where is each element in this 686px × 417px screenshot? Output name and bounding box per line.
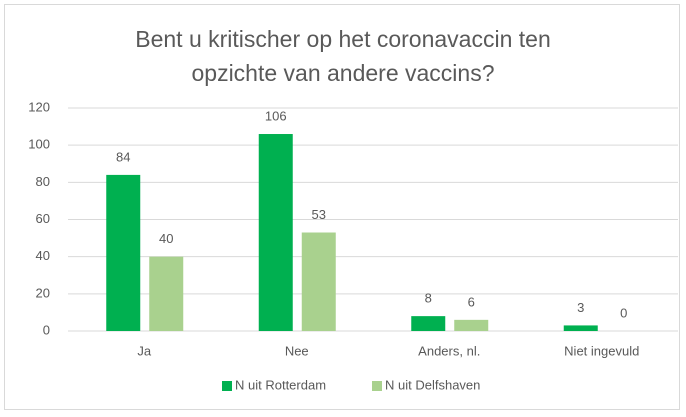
bar: [149, 256, 184, 331]
data-label: 106: [265, 108, 287, 123]
bar: [301, 232, 336, 331]
data-label: 53: [312, 207, 326, 222]
legend-swatch: [372, 381, 382, 391]
legend-swatch: [222, 381, 232, 391]
data-label: 8: [425, 291, 432, 306]
legend-label: N uit Delfshaven: [385, 377, 480, 392]
data-label: 0: [620, 305, 627, 320]
legend-label: N uit Rotterdam: [235, 377, 326, 392]
y-tick-label: 40: [36, 248, 50, 263]
data-label: 40: [159, 231, 173, 246]
x-tick-label: Nee: [285, 343, 309, 358]
y-tick-label: 0: [43, 322, 50, 337]
y-tick-label: 80: [36, 174, 50, 189]
x-tick-label: Anders, nl.: [418, 343, 480, 358]
bar: [563, 325, 598, 331]
x-tick-label: Niet ingevuld: [564, 343, 639, 358]
data-label: 84: [116, 149, 130, 164]
y-tick-label: 120: [28, 99, 50, 114]
bar: [411, 316, 446, 331]
bar: [454, 319, 489, 331]
x-tick-label: Ja: [137, 343, 152, 358]
bar: [258, 134, 293, 331]
y-tick-label: 60: [36, 211, 50, 226]
chart-title: Bent u kritischer op het coronavaccin te…: [135, 26, 551, 86]
y-tick-label: 100: [28, 137, 50, 152]
data-label: 3: [577, 300, 584, 315]
data-label: 6: [468, 294, 475, 309]
y-tick-label: 20: [36, 285, 50, 300]
chart-frame: [4, 4, 680, 410]
bar: [106, 174, 141, 331]
